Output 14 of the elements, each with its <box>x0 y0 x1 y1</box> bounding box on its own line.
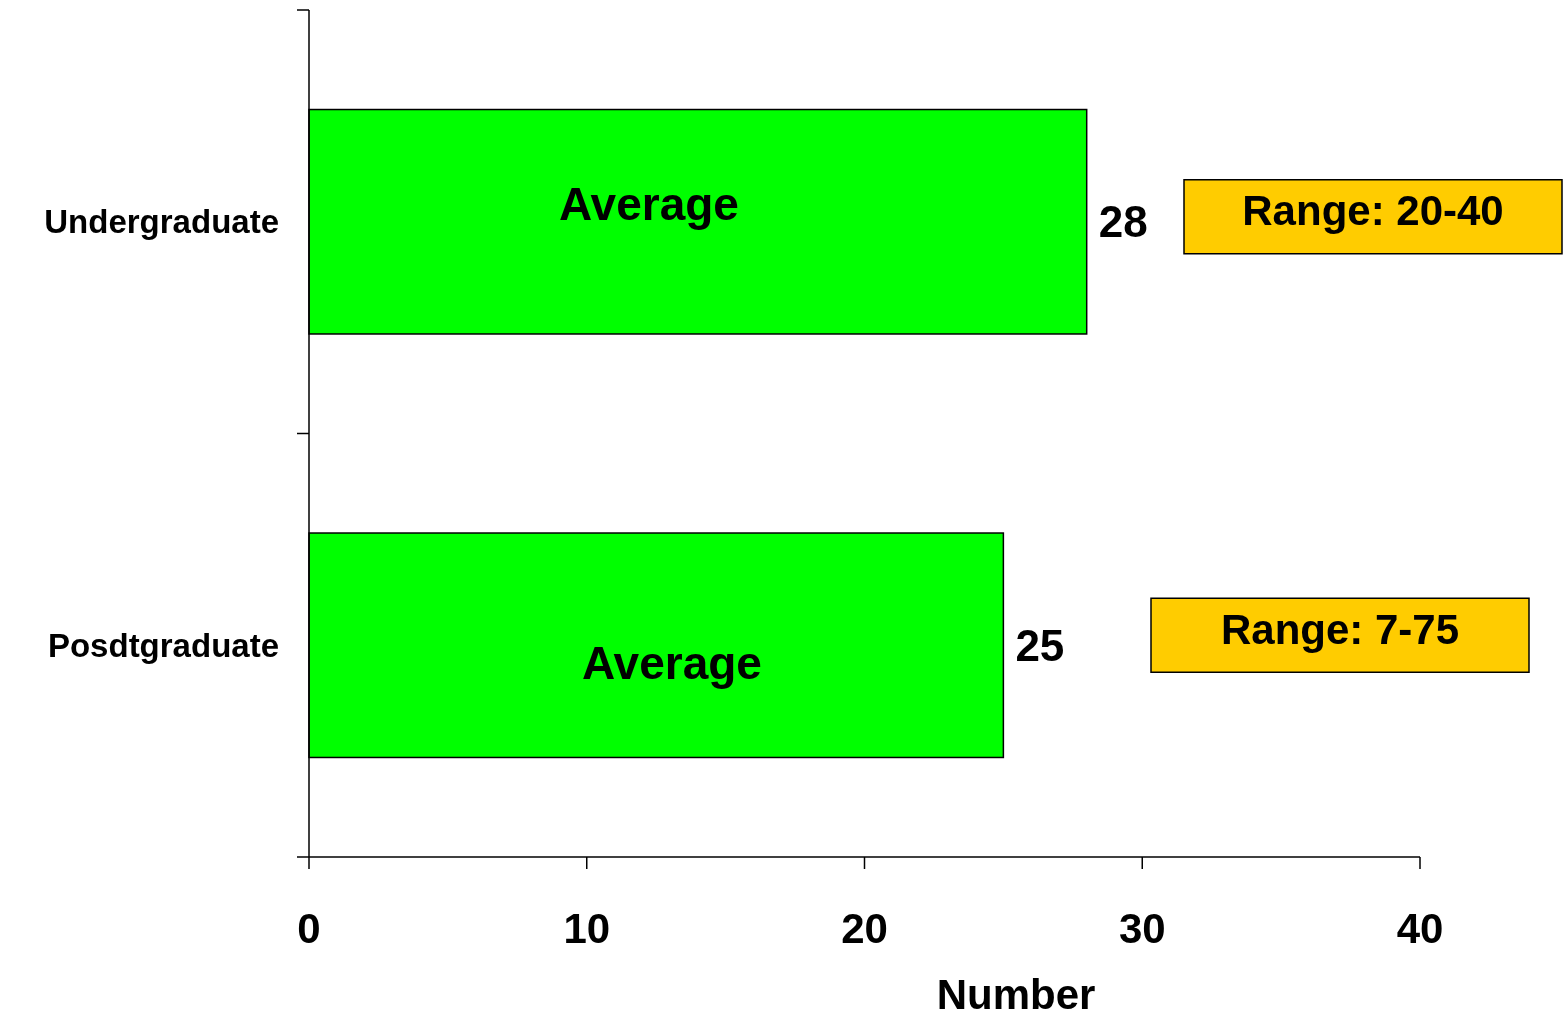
annotation: Range: 7-75 <box>1220 605 1460 653</box>
x-tick-label: 20 <box>841 904 888 952</box>
annotation: Range: 20-40 <box>1242 187 1504 235</box>
x-tick-label: 10 <box>563 904 611 952</box>
annotation: Average <box>582 637 762 690</box>
data-label: 25 <box>1015 620 1065 670</box>
x-axis-title: Number <box>936 970 1096 1015</box>
data-label: 28 <box>1098 197 1148 247</box>
y-tick-label: Posdtgraduate <box>47 626 279 664</box>
x-tick-label: 30 <box>1118 904 1166 952</box>
y-tick-label: Undergraduate <box>44 203 279 241</box>
annotation: Average <box>559 177 739 230</box>
x-tick-label: 0 <box>297 904 321 952</box>
x-tick-label: 40 <box>1396 904 1444 952</box>
